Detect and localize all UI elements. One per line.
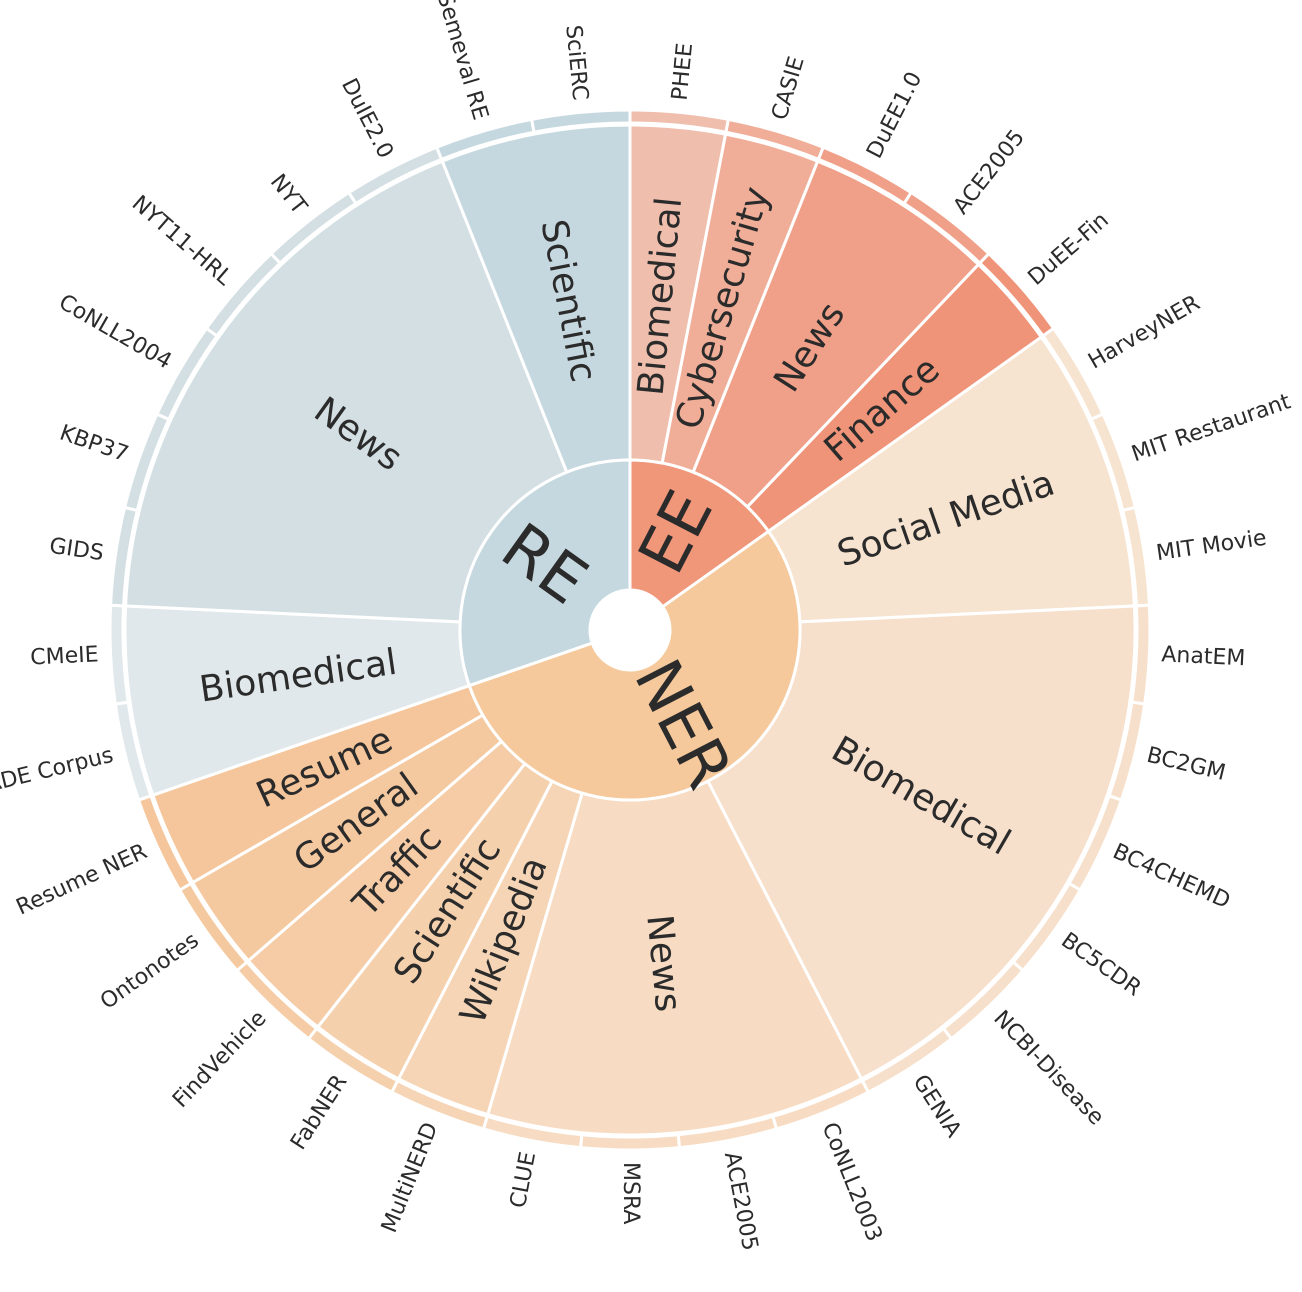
dataset-band (578, 1133, 682, 1152)
dataset-label: HarveyNER (1084, 291, 1204, 375)
dataset-label: PHEE (668, 42, 698, 102)
task-wedge (467, 529, 802, 802)
dataset-label: BC5CDR (1056, 928, 1145, 1002)
dataset-label: NCBI-Disease (988, 1006, 1108, 1130)
dataset-label: AnatEM (1161, 642, 1246, 671)
dataset-label: FabNER (286, 1071, 352, 1155)
dataset-label: NYT11-HRL (127, 191, 237, 291)
dataset-label: CoNLL2003 (817, 1119, 887, 1245)
dataset-band (529, 108, 632, 134)
task-wedge (458, 458, 632, 688)
dataset-label: ADE Corpus (0, 743, 116, 798)
dataset-label: SciERC (560, 24, 592, 102)
dataset-label: FindVehicle (168, 1006, 271, 1113)
dataset-label: GENIA (908, 1071, 966, 1143)
dataset-label: BC2GM (1144, 743, 1228, 786)
dataset-label: Semeval RE (432, 0, 493, 123)
dataset-label: NYT (265, 170, 312, 220)
dataset-label: ACE2005 (719, 1150, 762, 1253)
domain-label: News (638, 913, 688, 1014)
dataset-label: BC4CHEMD (1109, 839, 1234, 914)
dataset-label: MIT Movie (1155, 526, 1268, 567)
dataset-label: CoNLL2004 (54, 290, 175, 375)
dataset-label: ACE2005 (949, 125, 1030, 219)
dataset-label: KBP37 (56, 421, 131, 468)
dataset-label: DuEE1.0 (862, 68, 927, 163)
dataset-label: MultiNERD (377, 1119, 443, 1236)
dataset-label: Resume NER (13, 839, 152, 920)
dataset-label: CLUE (506, 1150, 541, 1210)
task-wedge (628, 458, 771, 609)
dataset-label: CMeIE (30, 642, 99, 670)
dataset-label: CASIE (767, 54, 809, 123)
dataset-label: GIDS (48, 534, 105, 566)
dataset-label: Ontonotes (96, 928, 204, 1015)
dataset-label: MSRA (618, 1162, 643, 1224)
dataset-label: DuEE-Fin (1024, 208, 1114, 291)
dataset-label: MIT Restaurant (1128, 389, 1294, 467)
dataset-label: DuIE2.0 (336, 75, 398, 163)
